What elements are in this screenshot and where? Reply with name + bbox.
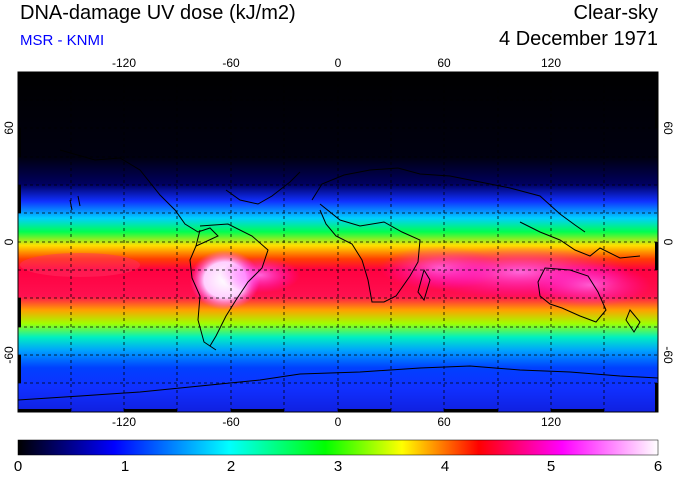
frame-ticks xyxy=(18,72,658,412)
lat-label: -60 xyxy=(2,346,16,364)
lon-label: 60 xyxy=(437,415,451,429)
colorbar-label: 0 xyxy=(13,458,23,475)
map-date: 4 December 1971 xyxy=(499,28,658,50)
map-source: MSR - KNMI xyxy=(20,32,105,49)
colorbar-label: 3 xyxy=(333,458,343,475)
colorbar-label: 5 xyxy=(546,458,556,475)
lat-labels-left: 60 0 -60 xyxy=(2,121,16,364)
lat-labels-right: 60 0 -60 xyxy=(661,121,675,364)
lon-labels-top: -120 -60 0 60 120 xyxy=(112,56,561,70)
lat-label: 0 xyxy=(2,238,16,245)
lon-label: 0 xyxy=(335,56,342,70)
lat-label: -60 xyxy=(661,346,675,364)
lon-label: 120 xyxy=(541,56,561,70)
map-title: DNA-damage UV dose (kJ/m2) xyxy=(20,2,296,24)
colorbar-label: 1 xyxy=(120,458,130,475)
colorbar-label: 4 xyxy=(440,458,450,475)
lon-label: -120 xyxy=(112,56,136,70)
colorbar xyxy=(17,439,659,456)
sky-condition: Clear-sky xyxy=(573,2,658,24)
lon-label: -120 xyxy=(112,415,136,429)
coastlines xyxy=(18,149,658,401)
lon-label: 60 xyxy=(437,56,451,70)
lat-label: 60 xyxy=(2,121,16,135)
lon-label: 0 xyxy=(335,415,342,429)
lon-label: 120 xyxy=(541,415,561,429)
lon-label: -60 xyxy=(222,56,240,70)
lon-label: -60 xyxy=(222,415,240,429)
graticule xyxy=(18,72,658,412)
lat-label: 0 xyxy=(661,239,675,246)
lat-label: 60 xyxy=(661,121,675,135)
lon-labels-bottom: -120 -60 0 60 120 xyxy=(112,415,561,429)
colorbar-label: 6 xyxy=(653,458,663,475)
colorbar-label: 2 xyxy=(226,458,236,475)
